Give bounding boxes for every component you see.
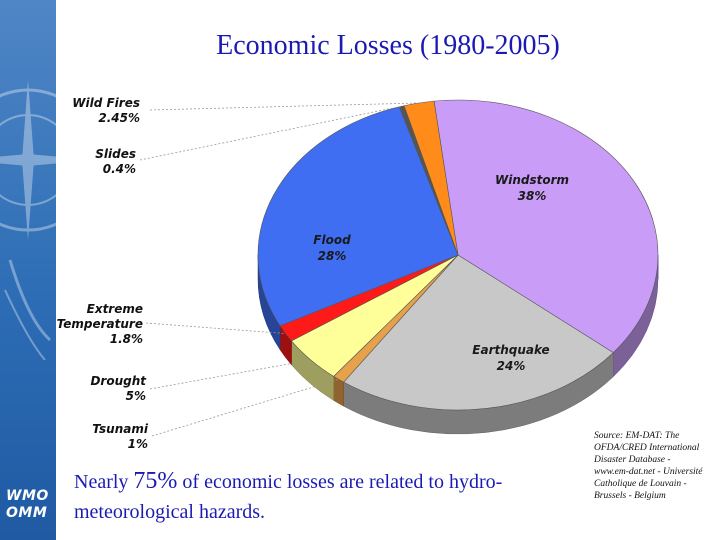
leader-wild-fires [149, 102, 419, 111]
label-windstorm: Windstorm 38% [488, 172, 576, 204]
label-earthquake-percent: 24% [496, 359, 526, 373]
label-drought: Drought 5% [62, 374, 146, 404]
logo-line-wmo: WMO [6, 488, 49, 504]
label-earthquake: Earthquake 24% [464, 342, 558, 374]
label-tsunami-percent: 1% [127, 437, 148, 451]
label-wild-fires-name: Wild Fires [72, 96, 140, 110]
logo-line-omm: OMM [6, 505, 48, 521]
label-extreme-temperature-line2: Temperature [56, 317, 143, 331]
sidebar-band: WMO OMM [0, 0, 56, 540]
leader-slides [139, 105, 402, 161]
wmo-logo: WMO OMM [6, 488, 49, 522]
pie-top-faces [257, 99, 659, 411]
label-drought-name: Drought [90, 374, 146, 388]
leader-tsunami [151, 378, 339, 437]
label-flood-percent: 28% [317, 249, 347, 263]
pie-slice-flood [257, 106, 459, 327]
label-flood: Flood 28% [296, 232, 368, 264]
label-slides-percent: 0.4% [102, 162, 136, 176]
label-wild-fires-percent: 2.45% [98, 111, 140, 125]
label-slides: Slides 0.4% [62, 147, 136, 177]
summary-note: Nearly 75% of economic losses are relate… [74, 466, 544, 527]
label-flood-name: Flood [313, 233, 351, 247]
label-tsunami: Tsunami 1% [62, 422, 148, 452]
label-earthquake-name: Earthquake [472, 343, 550, 357]
summary-note-suffix: of economic losses are related to hydro-… [74, 471, 503, 523]
leader-extreme-temperature [145, 322, 286, 334]
source-citation: Source: EM-DAT: The OFDA/CRED Internatio… [594, 431, 703, 501]
pie-slice-earthquake [343, 254, 614, 411]
label-tsunami-name: Tsunami [92, 422, 148, 436]
label-extreme-temperature: Extreme Temperature 1.8% [40, 302, 143, 347]
pie-slice-windstorm [433, 99, 659, 354]
label-extreme-temperature-line1: Extreme [86, 302, 143, 316]
label-wild-fires: Wild Fires 2.45% [62, 96, 140, 126]
summary-note-percent: 75% [133, 468, 178, 494]
leader-drought [149, 359, 311, 390]
label-extreme-temperature-percent: 1.8% [109, 332, 143, 346]
un-emblem-icon [0, 80, 56, 360]
label-windstorm-name: Windstorm [494, 173, 570, 187]
label-windstorm-percent: 38% [517, 189, 547, 203]
summary-note-prefix: Nearly [74, 471, 134, 493]
leader-lines [139, 102, 419, 437]
page-title: Economic Losses (1980-2005) [216, 30, 560, 61]
label-slides-name: Slides [95, 147, 136, 161]
label-drought-percent: 5% [125, 389, 146, 403]
